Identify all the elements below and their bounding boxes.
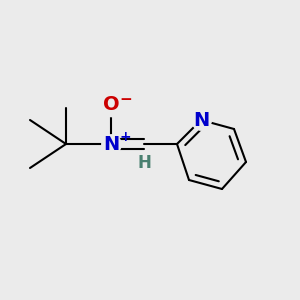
Text: N: N [193,110,209,130]
Text: H: H [137,154,151,172]
Text: O: O [103,95,119,115]
Text: N: N [103,134,119,154]
Text: −: − [119,92,132,107]
Text: +: + [120,130,131,144]
